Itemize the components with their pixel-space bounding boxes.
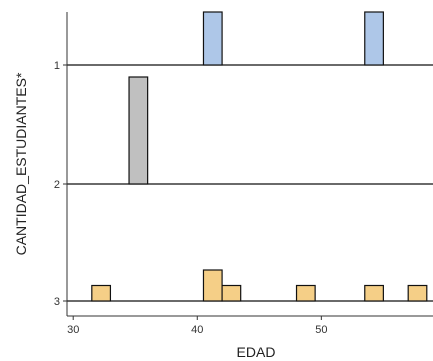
y-tick-label: 2 xyxy=(54,179,60,191)
histogram-bar xyxy=(364,284,384,302)
y-tick-label: 3 xyxy=(54,296,60,308)
row-3 xyxy=(67,269,433,302)
x-axis-title: EDAD xyxy=(237,344,276,360)
histogram-bar xyxy=(295,284,316,302)
histogram-bar xyxy=(202,11,223,66)
row-1 xyxy=(67,11,433,66)
x-tick-label: 50 xyxy=(315,324,327,336)
y-axis-ticks: 1 2 3 xyxy=(54,60,67,308)
y-axis-title: CANTIDAD_ESTUDIANTES* xyxy=(13,72,29,255)
histogram-bar xyxy=(407,284,428,302)
y-tick-label: 1 xyxy=(54,60,60,72)
x-tick-label: 30 xyxy=(67,324,79,336)
x-tick-label: 40 xyxy=(191,324,203,336)
row-2 xyxy=(67,76,433,185)
x-axis-ticks: 30 40 50 xyxy=(67,316,327,336)
histogram-bar xyxy=(221,284,242,302)
histogram-bar xyxy=(128,76,149,185)
histogram-bar xyxy=(202,269,223,302)
histogram-bar xyxy=(364,11,384,66)
histogram-bar xyxy=(91,284,112,302)
ridgeline-rows xyxy=(67,11,433,302)
